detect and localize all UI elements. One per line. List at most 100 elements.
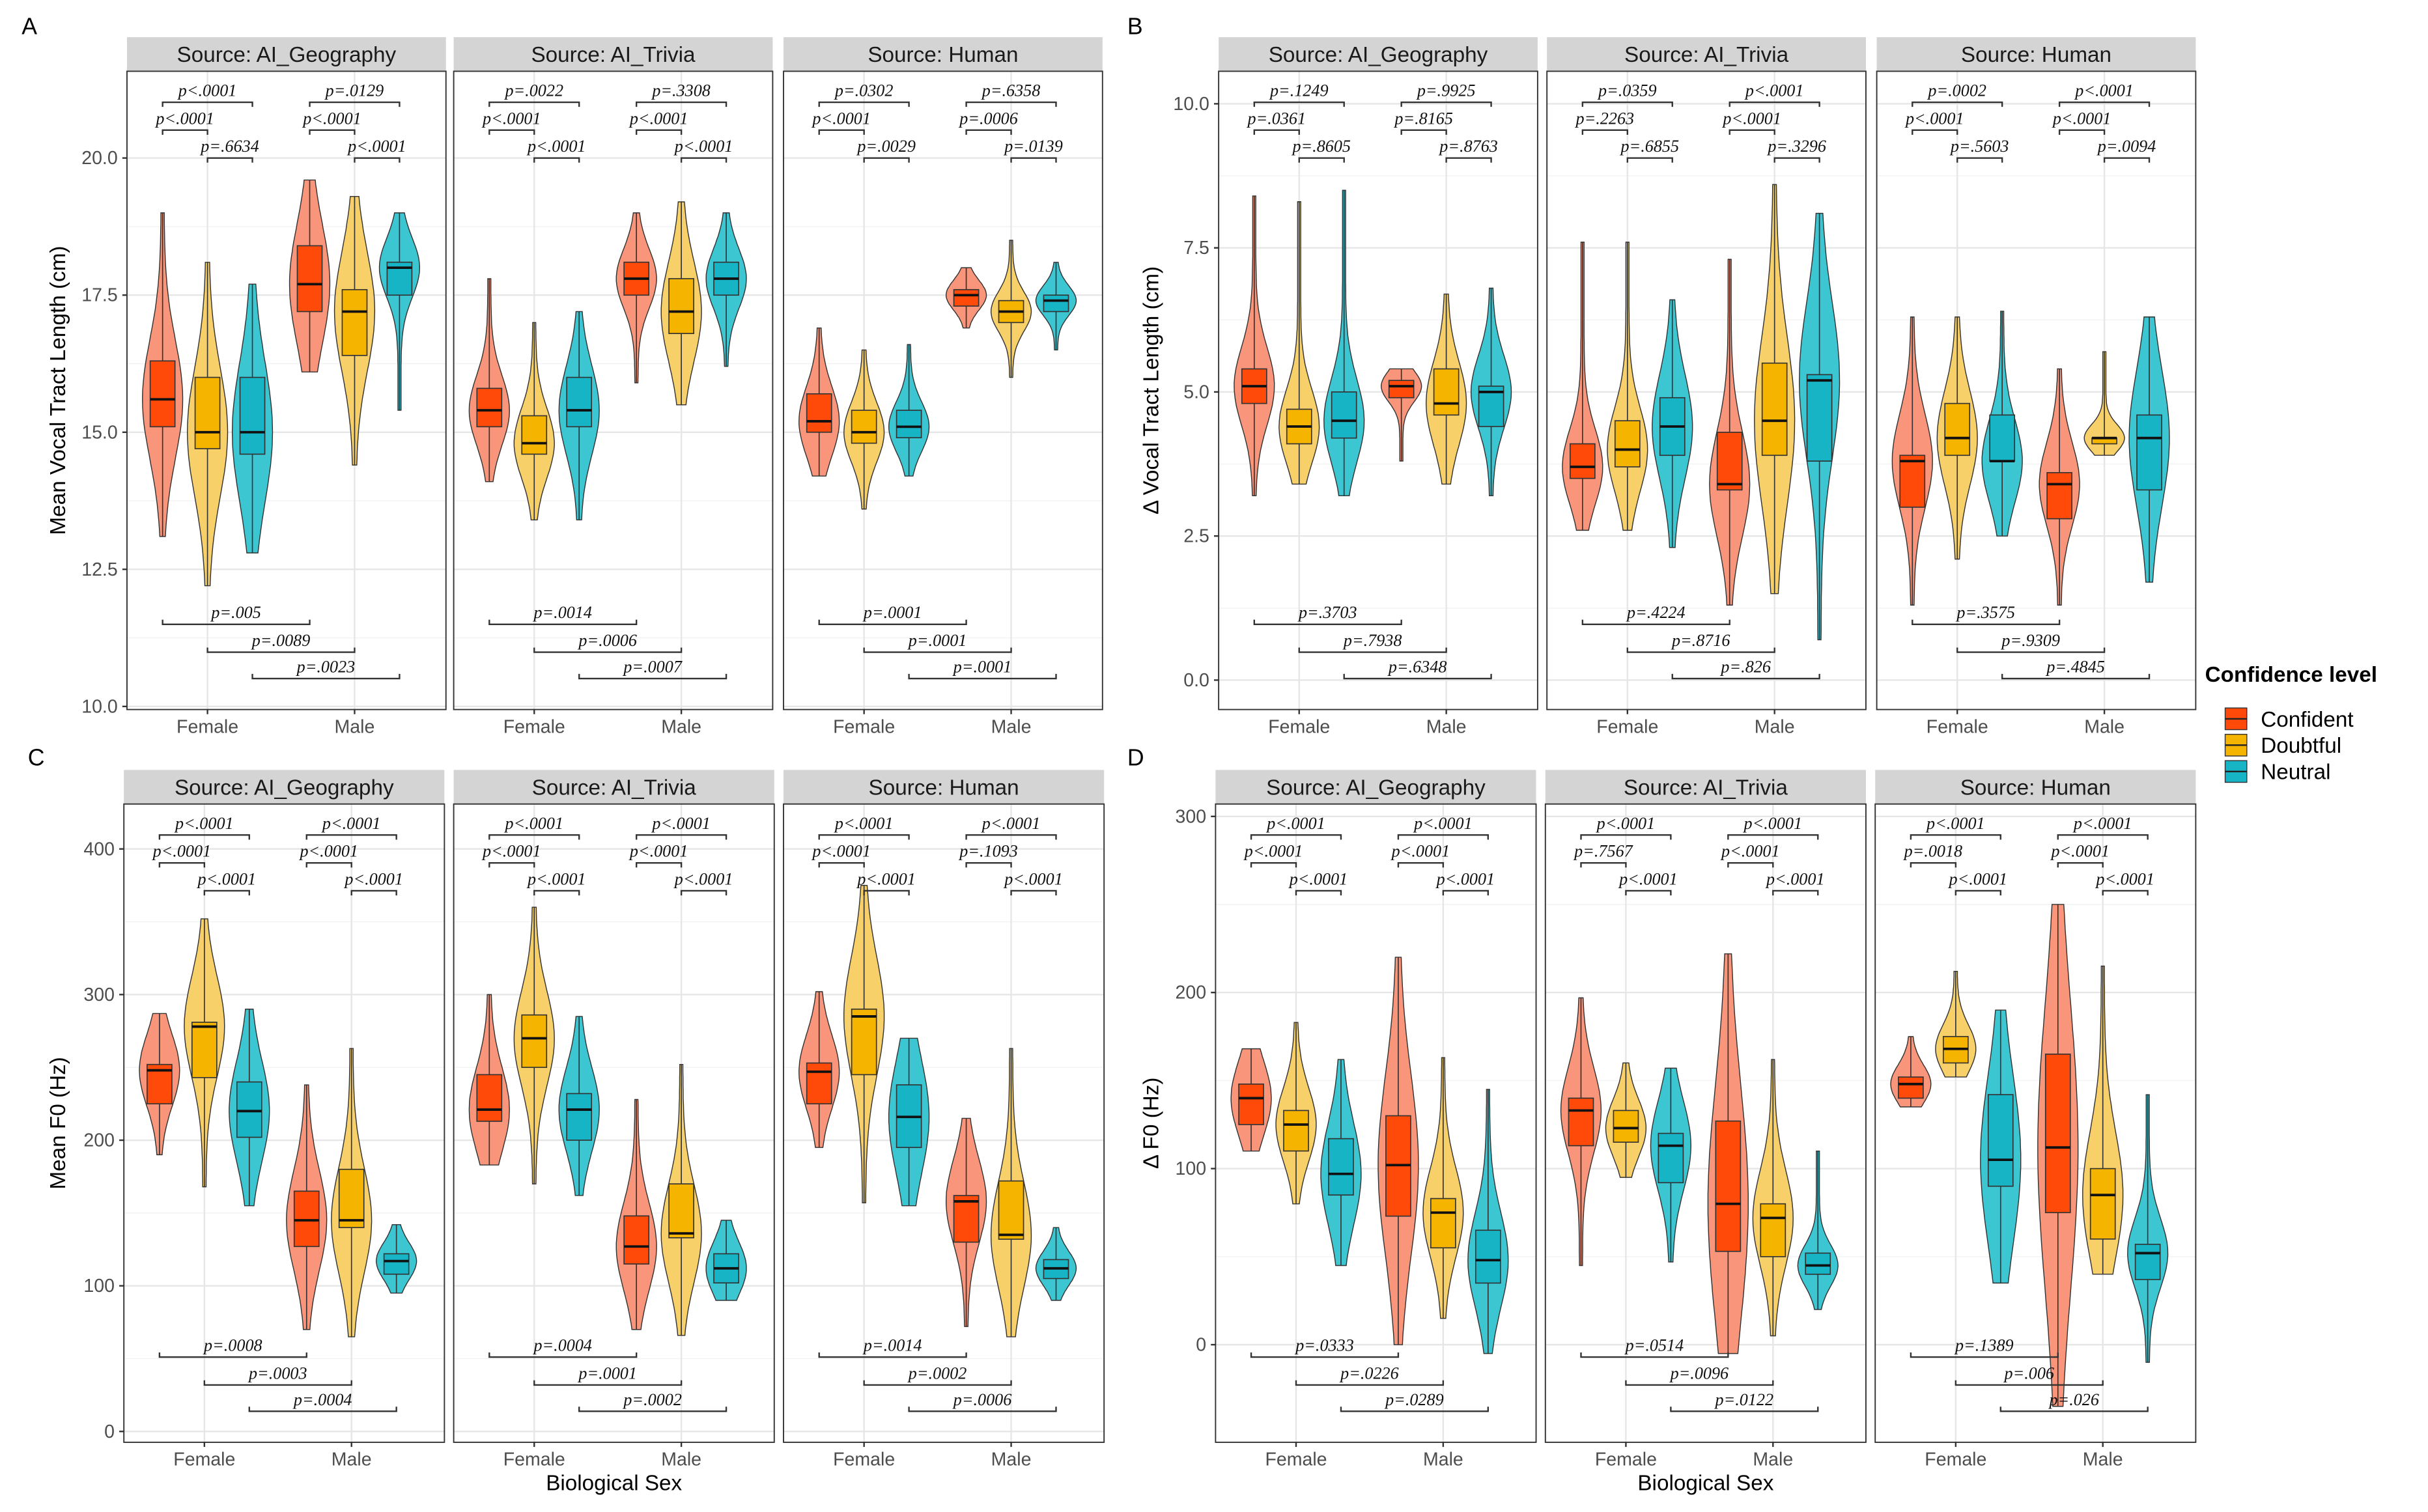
significance-bracket — [965, 861, 1012, 868]
facet-strip — [1545, 770, 1866, 804]
facet: Source: AI_Trivia Female Male p<.0001 p=.756… — [1544, 770, 1867, 1470]
y-axis-title: Mean F0 (Hz) — [46, 1057, 70, 1190]
y-tick-label: 10.0 — [81, 696, 117, 717]
significance-bracket — [1910, 834, 2001, 840]
significance-bracket — [1298, 647, 1447, 653]
facet: Source: AI_Trivia Female Male p<.0001 p<.000… — [453, 770, 775, 1470]
significance-bracket — [1910, 861, 1957, 868]
significance-bracket — [1400, 101, 1492, 107]
plot-background — [124, 804, 445, 1442]
plot-border — [1218, 70, 1538, 710]
y-tick-label: 17.5 — [81, 285, 117, 306]
p-value-label: p=.1093 — [958, 842, 1018, 861]
significance-bracket — [1581, 101, 1673, 107]
x-axis-title: Biological Sex — [546, 1472, 682, 1496]
significance-bracket — [533, 1380, 683, 1386]
x-tick-label-female: Female — [1925, 1449, 1986, 1470]
significance-bracket — [1626, 157, 1673, 163]
significance-bracket — [1956, 647, 2106, 653]
plot-border — [1546, 70, 1867, 710]
p-value-label: p=.0001 — [577, 1364, 637, 1382]
p-value-label: p<.0001 — [197, 869, 257, 888]
box-doubtful — [521, 415, 548, 455]
p-value-label: p=.0004 — [532, 1336, 592, 1355]
p-value-label: p=.6348 — [1387, 658, 1447, 677]
x-tick-label-male: Male — [991, 1449, 1032, 1470]
significance-bracket — [1625, 889, 1672, 896]
box-doubtful — [1614, 420, 1641, 468]
significance-bracket — [1626, 647, 1775, 653]
box-confident — [1715, 1120, 1742, 1252]
significance-bracket — [305, 834, 397, 840]
panels: A Mean Vocal Tract Length (cm) 10.0 12.5 15.… — [21, 13, 2197, 1496]
y-tick-label: 15.0 — [81, 422, 117, 443]
significance-bracket — [162, 619, 311, 625]
p-value-label: p<.0001 — [526, 869, 586, 888]
significance-bracket — [488, 834, 580, 840]
box-doubtful — [851, 410, 877, 444]
significance-bracket — [1442, 889, 1489, 896]
significance-bracket — [1580, 861, 1627, 868]
p-value-label: p<.0001 — [298, 842, 358, 861]
plot-border — [453, 803, 775, 1443]
y-tick-label: 20.0 — [81, 148, 117, 169]
p-value-label: p=.8763 — [1438, 137, 1498, 156]
significance-bracket — [1581, 129, 1628, 135]
box-neutral — [239, 376, 266, 455]
p-value-label: p<.0001 — [1413, 814, 1473, 833]
box-confident — [1388, 380, 1415, 399]
significance-bracket — [1010, 157, 1057, 163]
facet-strip-label: Source: AI_Trivia — [531, 43, 696, 67]
p-value-label: p<.0001 — [481, 109, 541, 128]
p-value-label: p<.0001 — [1744, 81, 1804, 100]
significance-bracket — [158, 834, 250, 840]
box-confident — [1899, 455, 1926, 508]
p-value-label: p=.8716 — [1671, 631, 1730, 650]
box-confident — [953, 288, 980, 307]
p-value-label: p=.3308 — [651, 81, 711, 100]
p-value-label: p=.0006 — [577, 631, 637, 650]
box-neutral — [1475, 1229, 1501, 1284]
significance-bracket — [578, 673, 727, 680]
significance-bracket — [1956, 157, 2003, 163]
plot-border — [453, 70, 774, 710]
significance-bracket — [533, 889, 580, 896]
significance-bracket — [1772, 889, 1819, 896]
significance-bracket — [309, 101, 401, 107]
plot-background — [1875, 804, 2196, 1442]
significance-bracket — [354, 157, 401, 163]
p-value-label: p<.0001 — [673, 869, 733, 888]
significance-bracket — [818, 619, 967, 625]
box-doubtful — [1944, 402, 1971, 456]
box-doubtful — [1283, 1110, 1309, 1152]
facet: Source: AI_Trivia Female Male p=.0022 p<.000… — [453, 37, 774, 737]
significance-bracket — [158, 861, 206, 868]
x-tick-label-male: Male — [2084, 716, 2124, 737]
significance-bracket — [350, 889, 397, 896]
facet-strip — [1876, 37, 2196, 72]
p-value-label: p=.0029 — [856, 137, 916, 156]
p-value-label: p<.0001 — [673, 137, 733, 156]
box-confident — [1570, 443, 1596, 479]
box-confident — [1716, 432, 1743, 491]
x-axis-title: Biological Sex — [1637, 1472, 1773, 1496]
p-value-label: p=.3296 — [1766, 137, 1826, 156]
box-neutral — [1989, 414, 2016, 462]
legend-title: Confidence level — [2205, 663, 2377, 687]
significance-bracket — [1912, 129, 1958, 135]
box-neutral — [1806, 374, 1833, 462]
p-value-label: p<.0001 — [628, 109, 688, 128]
plot-border — [1874, 803, 2197, 1443]
significance-bracket — [818, 861, 865, 868]
p-value-label: p=.0096 — [1669, 1364, 1729, 1382]
significance-bracket — [488, 129, 535, 135]
p-value-label: p=.0006 — [952, 1390, 1012, 1409]
significance-bracket — [1580, 1352, 1729, 1358]
box-confident — [293, 1190, 320, 1248]
box-confident — [953, 1195, 980, 1243]
p-value-label: p=.0002 — [1927, 81, 1986, 100]
p-value-label: p<.0001 — [1720, 842, 1780, 861]
p-value-label: p=.0008 — [203, 1336, 262, 1355]
plot-border — [1215, 803, 1537, 1443]
